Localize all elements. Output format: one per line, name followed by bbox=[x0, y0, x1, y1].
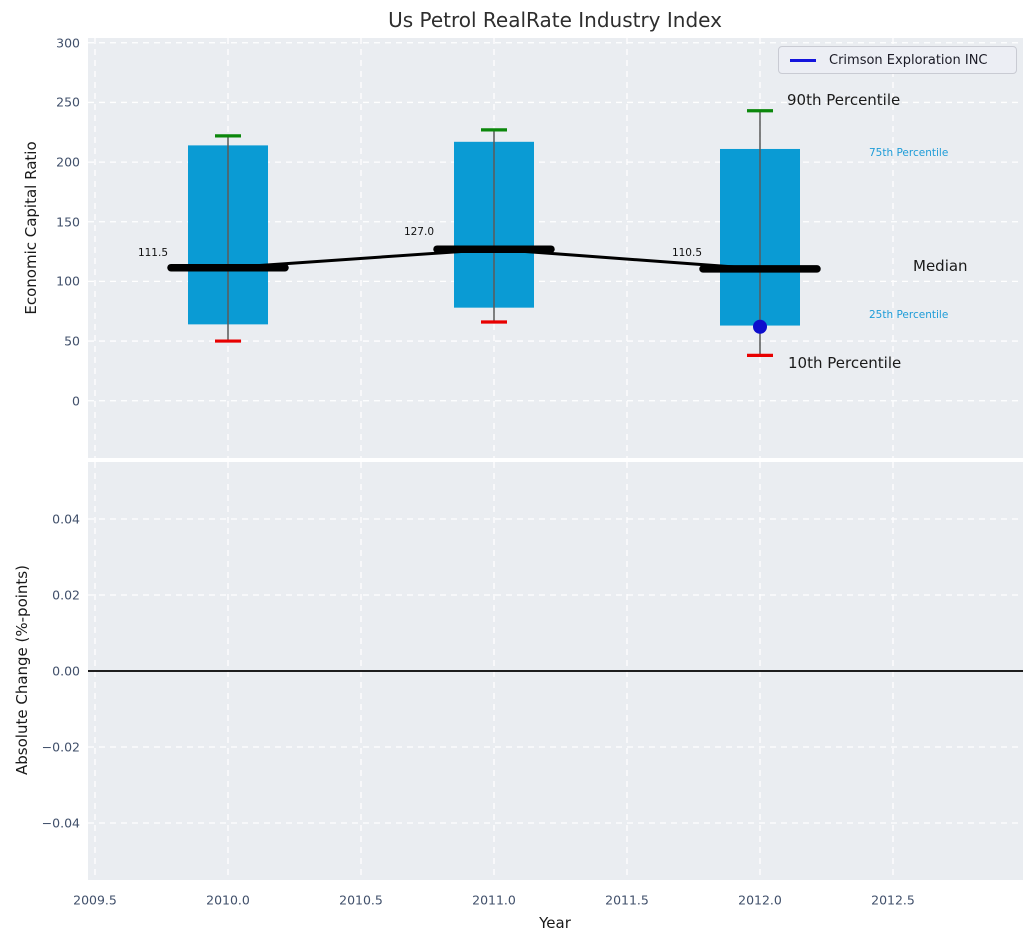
x-tick: 2010.0 bbox=[206, 892, 250, 908]
chart-title: Us Petrol RealRate Industry Index bbox=[388, 8, 722, 32]
median-value-label-2010: 111.5 bbox=[137, 247, 168, 259]
y-tick-top: 250 bbox=[56, 94, 80, 110]
x-tick: 2011.0 bbox=[472, 892, 516, 908]
x-tick: 2011.5 bbox=[605, 892, 649, 908]
y-tick-top: 200 bbox=[56, 154, 80, 170]
y-tick-bottom: −0.02 bbox=[41, 739, 80, 755]
x-tick: 2012.5 bbox=[871, 892, 915, 908]
company-data-point bbox=[753, 319, 767, 334]
y-tick-bottom: 0.00 bbox=[52, 663, 80, 679]
x-tick: 2010.5 bbox=[339, 892, 383, 908]
annotation-10th-percentile: 10th Percentile bbox=[788, 354, 902, 372]
median-value-label-2012: 110.5 bbox=[671, 247, 702, 259]
x-axis-label: Year bbox=[539, 914, 571, 932]
y-tick-bottom: 0.04 bbox=[52, 511, 80, 527]
annotation-75th-percentile: 75th Percentile bbox=[869, 147, 949, 159]
y-tick-bottom: −0.04 bbox=[41, 815, 80, 831]
y-tick-top: 0 bbox=[72, 393, 80, 409]
y-tick-top: 150 bbox=[56, 214, 80, 230]
y-tick-bottom: 0.02 bbox=[52, 587, 80, 603]
legend-line-swatch bbox=[790, 58, 816, 62]
legend-label: Crimson Exploration INC bbox=[829, 52, 988, 68]
y-tick-top: 50 bbox=[64, 333, 80, 349]
x-tick: 2012.0 bbox=[738, 892, 782, 908]
median-value-label-2011: 127.0 bbox=[403, 226, 434, 238]
annotation-median: Median bbox=[913, 257, 968, 275]
annotation-90th-percentile: 90th Percentile bbox=[787, 91, 901, 109]
x-tick: 2009.5 bbox=[73, 892, 117, 908]
annotation-25th-percentile: 25th Percentile bbox=[869, 309, 949, 321]
y-tick-top: 100 bbox=[56, 273, 80, 289]
y-tick-top: 300 bbox=[56, 35, 80, 51]
legend: Crimson Exploration INC bbox=[778, 46, 1017, 74]
